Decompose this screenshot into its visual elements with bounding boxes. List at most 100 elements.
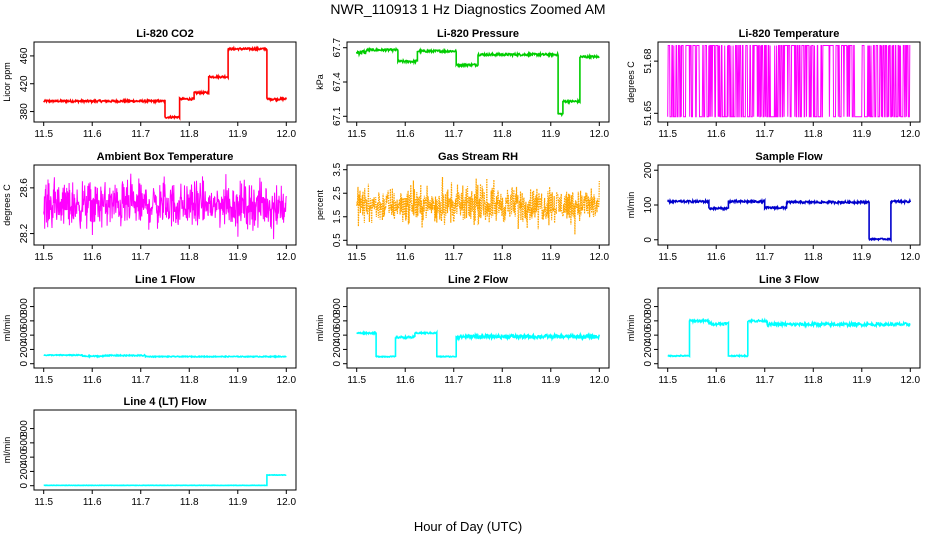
- y-axis-label: percent: [315, 189, 325, 220]
- x-tick-label: 12.0: [590, 375, 610, 386]
- x-tick-label: 11.9: [541, 129, 560, 140]
- series-line: [356, 176, 600, 235]
- x-tick-label: 11.7: [131, 497, 150, 508]
- chart-panel-6: Sample Flow 11.5 11.6 11.7 11.8 11.9 12.0 0 100 2…: [626, 151, 921, 263]
- y-tick-label: 600: [19, 312, 30, 329]
- x-tick-label: 11.9: [852, 252, 871, 263]
- plot-frame: [657, 41, 921, 123]
- chart-panel-9: Line 3 Flow 11.5 11.6 11.7 11.8 11.9 12.0 0 2004…: [626, 274, 921, 386]
- chart-title: Line 3 Flow: [759, 274, 819, 286]
- chart-panel-4: Ambient Box Temperature 11.5 11.6 11.7 11.8 1…: [2, 151, 297, 263]
- x-tick-label: 11.9: [228, 129, 247, 140]
- y-tick-label: 200: [332, 341, 343, 358]
- x-tick-label: 11.6: [396, 252, 415, 263]
- x-tick-label: 11.7: [755, 129, 774, 140]
- x-tick-label: 11.5: [658, 375, 677, 386]
- series-line: [43, 45, 288, 121]
- chart-title: Line 4 (LT) Flow: [124, 396, 207, 408]
- y-tick-label: 0: [19, 482, 30, 488]
- y-tick-label: 400: [19, 326, 30, 343]
- series-line: [666, 197, 912, 243]
- x-tick-label: 11.9: [852, 129, 871, 140]
- x-tick-label: 11.9: [541, 375, 560, 386]
- chart-title: Gas Stream RH: [438, 151, 518, 163]
- x-tick-label: 11.6: [83, 375, 102, 386]
- x-tick-label: 11.8: [180, 252, 199, 263]
- series-line: [43, 173, 287, 240]
- y-axis-label: degrees C: [626, 61, 636, 103]
- chart-panel-10: Line 4 (LT) Flow 11.5 11.6 11.7 11.8 11.9 12.0…: [2, 396, 297, 508]
- series-line: [667, 317, 911, 359]
- y-tick-label: 1.5: [332, 209, 343, 223]
- x-tick-label: 11.5: [34, 497, 53, 508]
- x-tick-label: 11.8: [180, 375, 199, 386]
- series-line: [43, 473, 287, 487]
- x-tick-label: 12.0: [277, 375, 297, 386]
- y-axis-label: kPa: [315, 74, 325, 90]
- plot-frame: [657, 287, 921, 369]
- x-tick-label: 11.5: [34, 129, 53, 140]
- y-tick-label: 51.68: [643, 48, 654, 73]
- x-tick-label: 12.0: [277, 497, 297, 508]
- y-tick-label: 0: [643, 360, 654, 366]
- y-tick-label: 200: [19, 463, 30, 480]
- x-tick-label: 11.6: [83, 129, 102, 140]
- chart-title: Li-820 CO2: [136, 28, 193, 40]
- x-tick-label: 11.7: [131, 375, 150, 386]
- plot-frame: [33, 41, 297, 123]
- y-tick-label: 2.5: [332, 186, 343, 200]
- panels-grid: Li-820 CO2 11.5 11.6 11.7 11.8 11.9 12.0 380 420…: [2, 28, 921, 508]
- plot-frame: [346, 164, 610, 246]
- x-tick-label: 11.9: [228, 497, 247, 508]
- y-tick-label: 400: [643, 326, 654, 343]
- x-tick-label: 11.5: [347, 252, 366, 263]
- x-tick-label: 11.6: [707, 252, 726, 263]
- x-tick-label: 12.0: [590, 129, 610, 140]
- y-tick-label: 800: [19, 420, 30, 437]
- x-tick-label: 12.0: [590, 252, 610, 263]
- x-tick-label: 11.7: [755, 375, 774, 386]
- x-tick-label: 11.8: [493, 129, 512, 140]
- y-tick-label: 67.7: [332, 38, 343, 58]
- x-tick-label: 11.5: [658, 252, 677, 263]
- x-tick-label: 11.8: [804, 252, 823, 263]
- x-tick-label: 11.9: [541, 252, 560, 263]
- series-line: [667, 45, 911, 118]
- x-tick-label: 12.0: [901, 252, 921, 263]
- figure-title: NWR_110913 1 Hz Diagnostics Zoomed AM: [330, 1, 605, 17]
- chart-title: Ambient Box Temperature: [97, 151, 234, 163]
- chart-panel-3: Li-820 Temperature 11.5 11.6 11.7 11.8 11.9 12…: [626, 28, 921, 140]
- global-x-axis-label: Hour of Day (UTC): [414, 519, 522, 534]
- y-tick-label: 600: [643, 312, 654, 329]
- chart-title: Sample Flow: [755, 151, 823, 163]
- chart-title: Line 2 Flow: [448, 274, 508, 286]
- x-tick-label: 11.7: [444, 252, 463, 263]
- x-tick-label: 11.9: [228, 375, 247, 386]
- chart-panel-8: Line 2 Flow 11.5 11.6 11.7 11.8 11.9 12.0 0 2004…: [315, 274, 610, 386]
- y-tick-label: 460: [19, 47, 30, 64]
- x-tick-label: 11.7: [131, 129, 150, 140]
- x-tick-label: 11.7: [131, 252, 150, 263]
- y-tick-label: 200: [19, 341, 30, 358]
- chart-title: Li-820 Pressure: [437, 28, 519, 40]
- y-tick-label: 0: [643, 237, 654, 243]
- x-tick-label: 11.5: [347, 375, 366, 386]
- x-tick-label: 11.8: [180, 129, 199, 140]
- x-tick-label: 11.8: [493, 252, 512, 263]
- y-tick-label: 0.5: [332, 233, 343, 247]
- y-tick-label: 600: [332, 312, 343, 329]
- x-tick-label: 11.6: [83, 252, 102, 263]
- x-tick-label: 11.7: [444, 129, 463, 140]
- x-tick-label: 11.5: [34, 252, 53, 263]
- x-tick-label: 11.7: [755, 252, 774, 263]
- x-tick-label: 11.9: [852, 375, 871, 386]
- y-tick-label: 420: [19, 75, 30, 92]
- plot-frame: [33, 409, 297, 491]
- x-tick-label: 12.0: [277, 252, 297, 263]
- x-tick-label: 11.5: [658, 129, 677, 140]
- y-axis-label: ml/min: [2, 437, 12, 464]
- y-tick-label: 600: [19, 434, 30, 451]
- chart-title: Li-820 Temperature: [739, 28, 840, 40]
- x-tick-label: 11.6: [707, 375, 726, 386]
